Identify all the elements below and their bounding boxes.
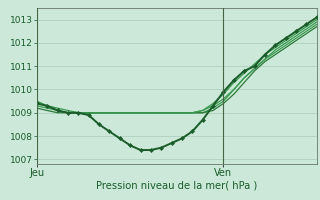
X-axis label: Pression niveau de la mer( hPa ): Pression niveau de la mer( hPa ) bbox=[96, 181, 257, 191]
